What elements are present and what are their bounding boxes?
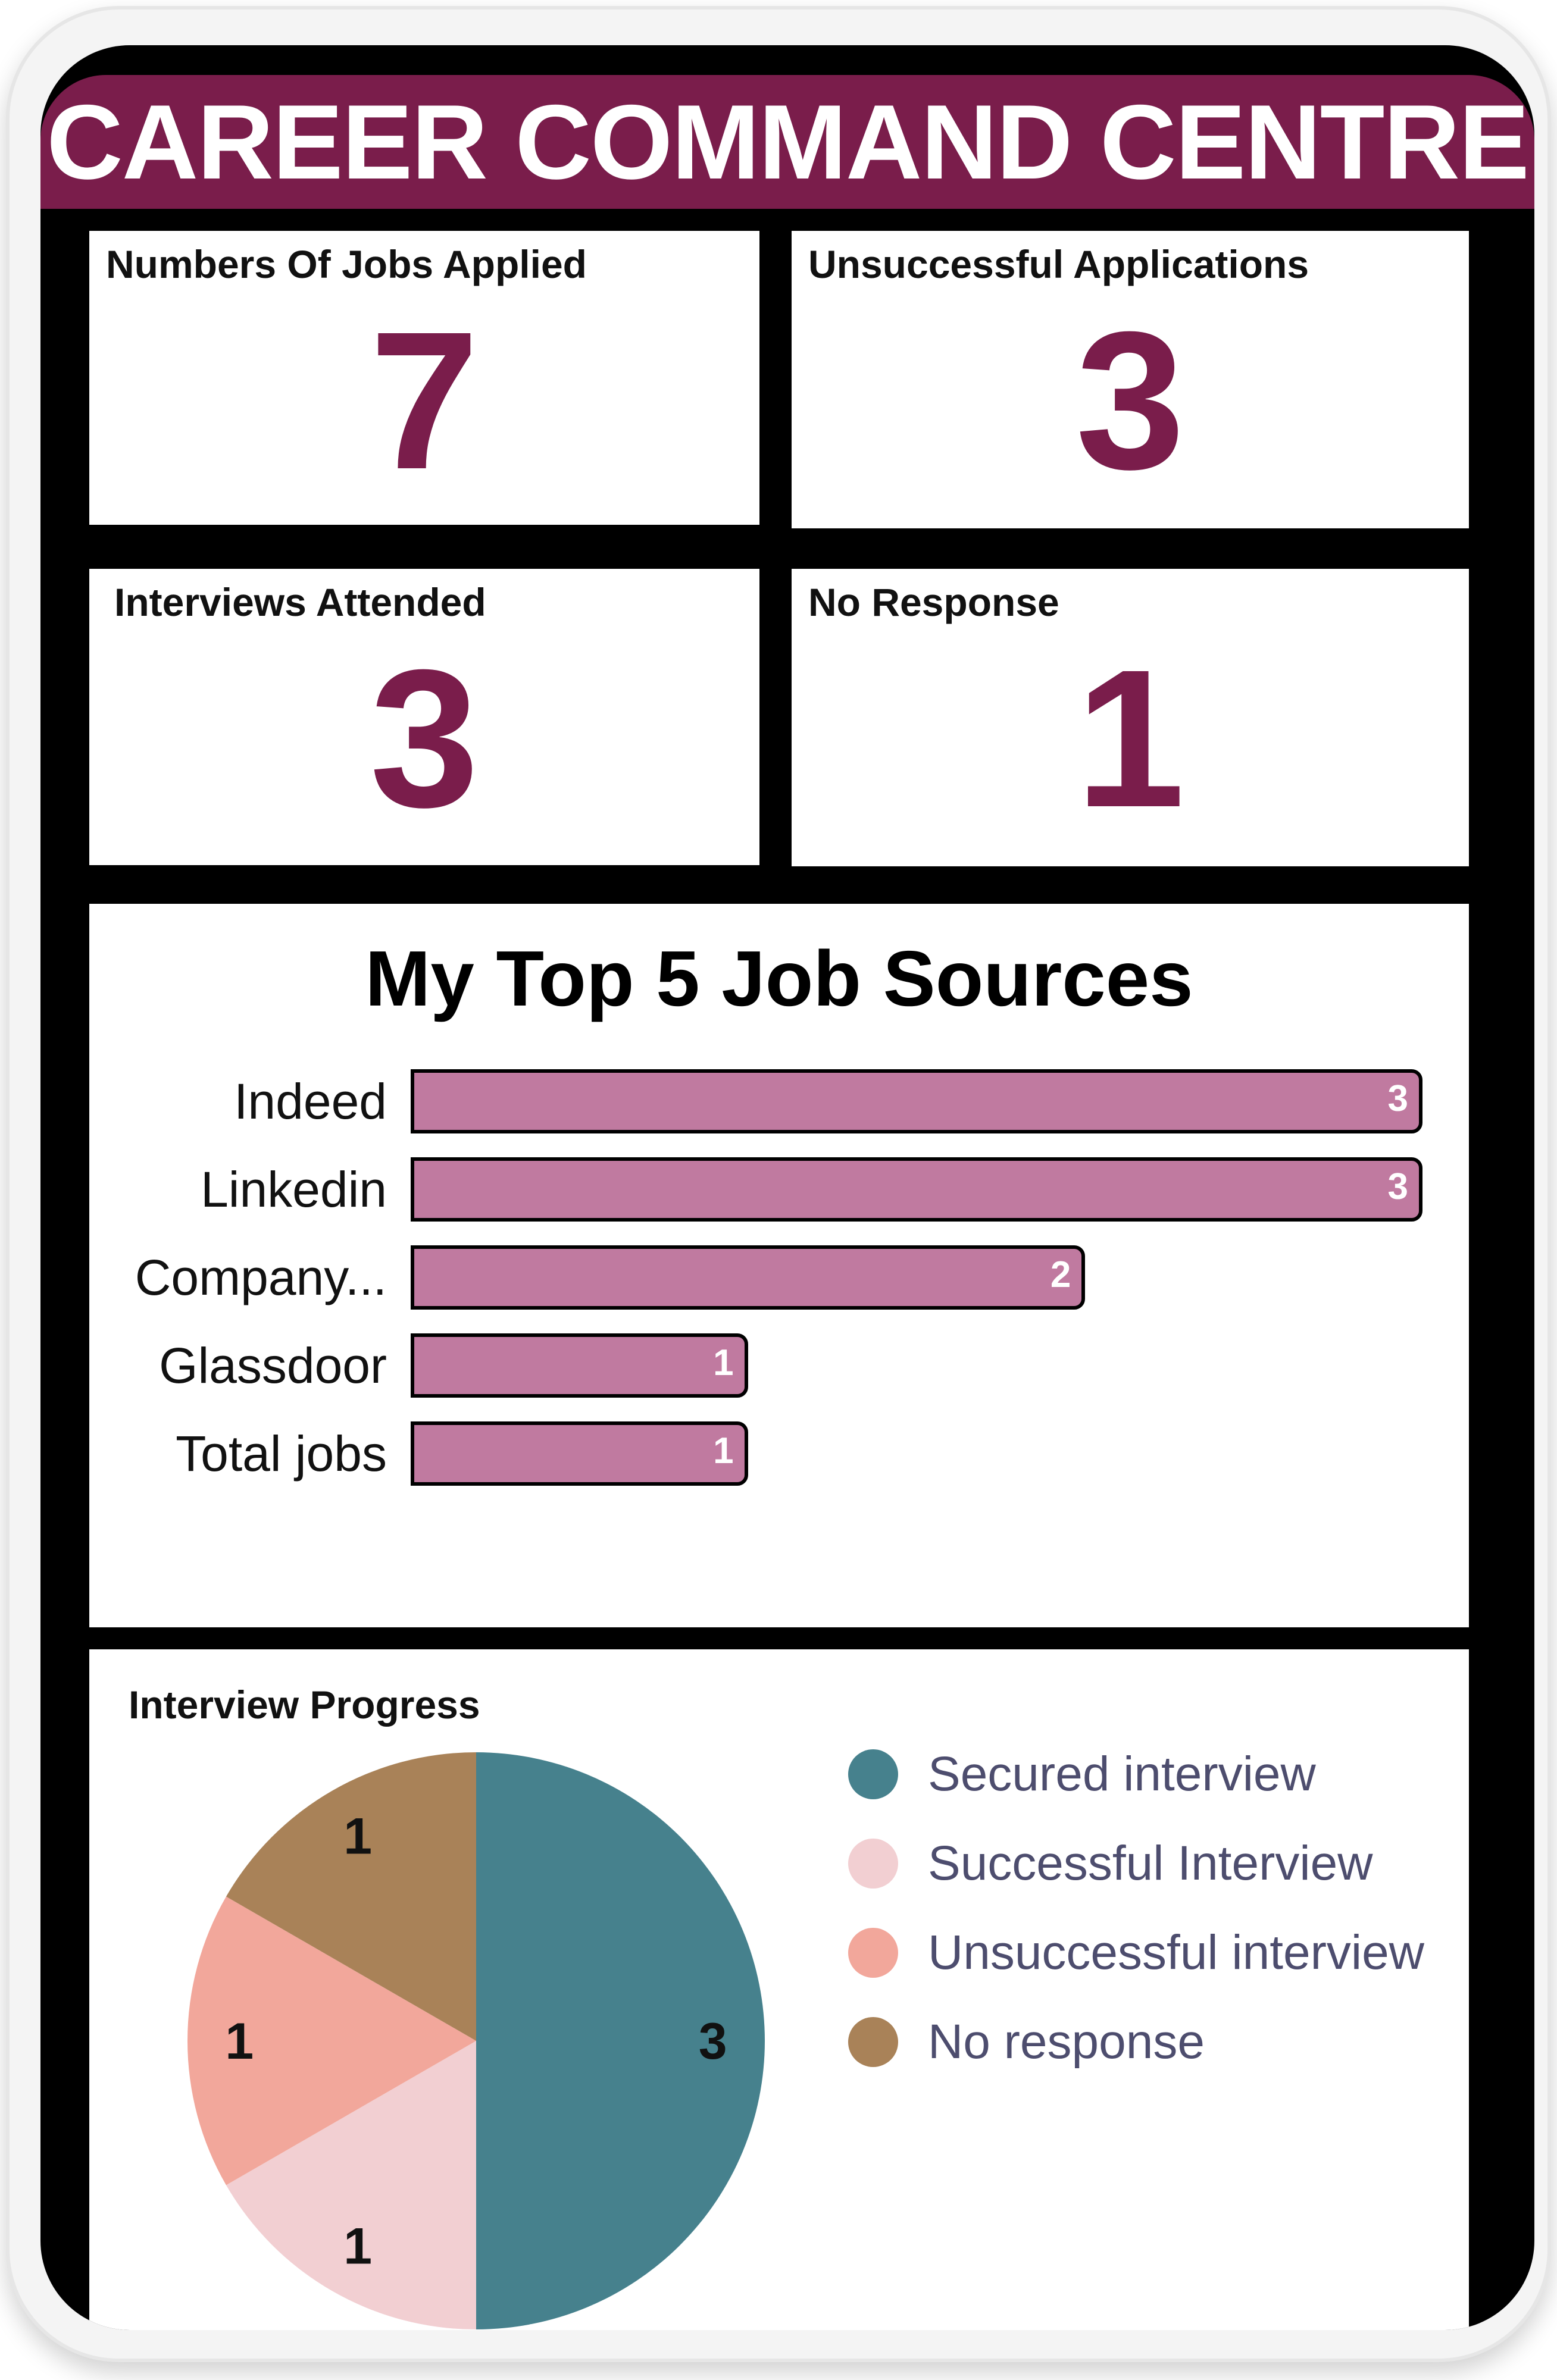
header-bar: CAREER COMMAND CENTRE	[40, 75, 1534, 209]
bar-value-label: 3	[1387, 1166, 1408, 1207]
bar-value-label: 1	[713, 1342, 734, 1383]
legend-label: Unsuccessful interview	[928, 1925, 1424, 1980]
pie-slice	[226, 2041, 476, 2329]
legend-swatch	[848, 1839, 898, 1889]
chart-title: My Top 5 Job Sources	[365, 935, 1193, 1022]
legend-swatch	[848, 1749, 898, 1799]
legend-swatch	[848, 1928, 898, 1978]
kpi-card-unsuccessful: Unsuccessful Applications 3	[792, 231, 1469, 528]
kpi-card-jobs-applied: Numbers Of Jobs Applied 7	[89, 231, 759, 525]
legend-label: Secured interview	[928, 1747, 1316, 1801]
device-frame: CAREER COMMAND CENTRE Numbers Of Jobs Ap…	[6, 6, 1551, 2362]
chart-title: Interview Progress	[129, 1683, 480, 1727]
bar: 1	[411, 1421, 748, 1486]
bar: 2	[411, 1245, 1086, 1310]
bar: 3	[411, 1069, 1422, 1133]
kpi-value: 1	[1075, 628, 1185, 848]
kpi-value: 3	[1075, 290, 1185, 510]
legend-item: Successful Interview	[848, 1834, 1372, 1893]
job-sources-card: My Top 5 Job Sources Indeed 3 Linkedin 3 Com…	[89, 904, 1469, 1627]
legend-item: No response	[848, 2012, 1205, 2072]
pie-value-label: 1	[225, 2013, 254, 2070]
page-title: CAREER COMMAND CENTRE	[46, 83, 1530, 201]
pie-slice	[476, 1752, 765, 2329]
bar: 1	[411, 1333, 748, 1398]
pie-value-label: 3	[699, 2013, 727, 2070]
bar-label: Total jobs	[176, 1426, 387, 1482]
kpi-label: No Response	[808, 580, 1059, 624]
bar-label: Glassdoor	[159, 1338, 387, 1393]
pie-slice	[226, 1752, 476, 2041]
legend-item: Unsuccessful interview	[848, 1923, 1424, 1983]
interview-progress-card: Interview Progress 3 1 1 1 Secured intervie…	[89, 1649, 1469, 2330]
kpi-value: 3	[370, 628, 479, 848]
bar-label: Linkedin	[201, 1161, 387, 1217]
bar-label: Indeed	[234, 1073, 387, 1129]
screen: CAREER COMMAND CENTRE Numbers Of Jobs Ap…	[40, 45, 1534, 2330]
kpi-label: Interviews Attended	[114, 580, 486, 624]
pie-value-label: 1	[343, 2218, 372, 2275]
bar-value-label: 2	[1050, 1254, 1071, 1295]
pie-slice	[187, 1896, 476, 2185]
legend-label: Successful Interview	[928, 1836, 1373, 1890]
bar-value-label: 1	[713, 1430, 734, 1471]
bar: 3	[411, 1157, 1422, 1222]
legend-item: Secured interview	[848, 1745, 1316, 1804]
legend-label: No response	[928, 2015, 1205, 2069]
kpi-card-interviews: Interviews Attended 3	[89, 569, 759, 865]
bar-label: Company...	[135, 1250, 387, 1305]
legend-swatch	[848, 2017, 898, 2067]
bar-value-label: 3	[1387, 1078, 1408, 1119]
kpi-label: Unsuccessful Applications	[808, 242, 1309, 286]
pie-chart: 3 1 1 1	[187, 1752, 765, 2329]
kpi-label: Numbers Of Jobs Applied	[106, 242, 587, 286]
pie-value-label: 1	[343, 1808, 372, 1865]
kpi-card-no-response: No Response 1	[792, 569, 1469, 866]
kpi-value: 7	[370, 290, 479, 510]
